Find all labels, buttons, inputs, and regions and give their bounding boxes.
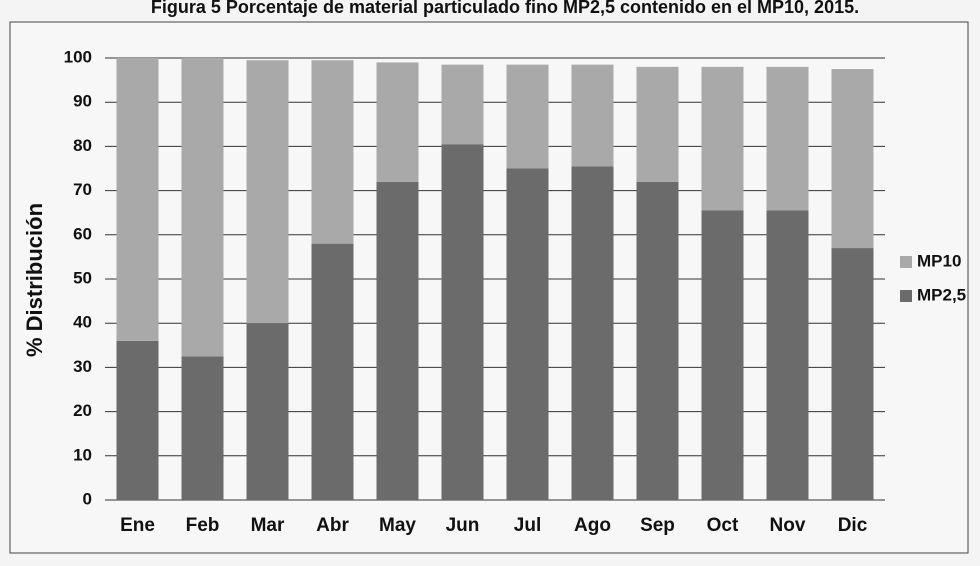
y-tick-label: 80: [73, 136, 92, 155]
bar-segment: [311, 243, 354, 500]
x-tick-label: Jul: [514, 515, 541, 536]
y-tick-label: 20: [73, 401, 92, 420]
bar-segment: [116, 340, 159, 500]
x-tick-label: Abr: [316, 515, 349, 536]
bar-segment: [831, 69, 874, 249]
x-tick-label: Dic: [838, 515, 868, 536]
bar-segment: [116, 58, 159, 341]
bar-segment: [441, 64, 484, 145]
x-tick-label: Mar: [251, 515, 285, 536]
bar-segment: [766, 66, 809, 211]
bar-segment: [376, 181, 419, 500]
y-tick-label: 0: [83, 489, 92, 508]
legend-swatch: [900, 290, 912, 302]
bar-segment: [506, 168, 549, 500]
y-tick-label: 10: [73, 445, 92, 464]
y-tick-label: 100: [64, 47, 92, 66]
y-tick-label: 50: [73, 268, 92, 287]
legend-label: MP2,5: [917, 285, 966, 304]
y-tick-label: 30: [73, 357, 92, 376]
x-tick-label: Nov: [770, 515, 806, 536]
bar-segment: [506, 64, 549, 169]
x-tick-label: Ene: [120, 515, 155, 536]
chart-title: Figura 5 Porcentaje de material particul…: [151, 0, 859, 17]
bar-segment: [571, 166, 614, 501]
bar-segment: [181, 58, 224, 357]
y-tick-label: 60: [73, 224, 92, 243]
bar-segment: [766, 210, 809, 501]
y-tick-label: 70: [73, 180, 92, 199]
x-tick-label: May: [379, 515, 416, 536]
y-tick-label: 40: [73, 313, 92, 332]
bar-segment: [571, 64, 614, 167]
bar-segment: [636, 181, 679, 500]
bar-segment: [311, 60, 354, 244]
bar-segment: [831, 248, 874, 500]
bar-segment: [701, 66, 744, 211]
y-axis-label: % Distribución: [22, 203, 47, 357]
bar-segment: [246, 323, 289, 500]
x-tick-label: Oct: [707, 515, 739, 536]
bar-segment: [181, 356, 224, 500]
x-tick-label: Sep: [640, 515, 675, 536]
legend-swatch: [900, 256, 912, 268]
y-tick-label: 90: [73, 92, 92, 111]
bar-segment: [701, 210, 744, 501]
bar-segment: [636, 66, 679, 182]
x-tick-label: Ago: [574, 515, 611, 536]
bar-segment: [246, 60, 289, 324]
x-tick-label: Jun: [446, 515, 480, 536]
x-tick-label: Feb: [186, 515, 220, 536]
legend-label: MP10: [917, 251, 961, 270]
bar-segment: [441, 144, 484, 500]
bar-segment: [376, 62, 419, 182]
